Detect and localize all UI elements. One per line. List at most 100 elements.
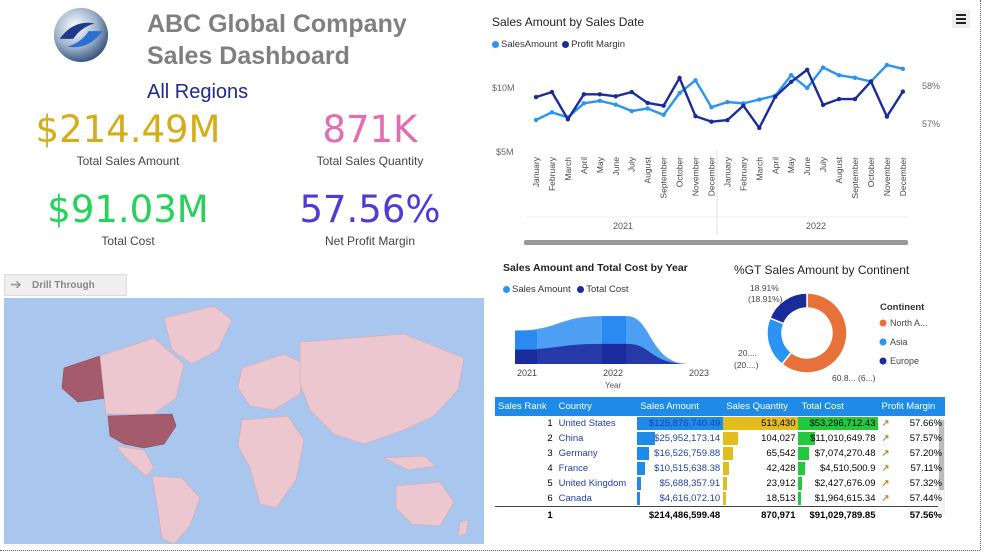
- col-header-total-cost[interactable]: Total Cost: [798, 397, 879, 416]
- menu-icon[interactable]: [952, 10, 970, 28]
- data-bar: [798, 432, 815, 445]
- kpi-total-quantity-label: Total Sales Quantity: [316, 154, 424, 168]
- legend-label-europe: Europe: [890, 356, 919, 366]
- month-tick-label: August: [834, 156, 844, 183]
- data-bar: [637, 477, 642, 490]
- point-salesamount: [757, 97, 762, 102]
- data-bar: [637, 462, 645, 475]
- kpi-profit-margin-label: Net Profit Margin: [324, 234, 416, 248]
- kpi-profit-margin-value: 57.56%: [299, 188, 441, 231]
- map-region-africa: [237, 415, 305, 509]
- table-row[interactable]: 4 France $10,515,638.38 42,428 $4,510,500.9 ↗…: [495, 461, 945, 476]
- point-profit-margin: [773, 94, 778, 99]
- legend-dot-profit-margin: [562, 40, 570, 48]
- point-salesamount: [581, 101, 587, 106]
- sales-cost-area-chart[interactable]: 2021 2022 2023 Year: [505, 300, 720, 395]
- cell-country: United Kingdom: [558, 478, 627, 489]
- sales-by-date-line-chart[interactable]: $10M $5M 58% 57% January February March Apr…: [488, 55, 948, 250]
- trend-arrow-icon: ↗: [881, 463, 890, 474]
- data-bar: [637, 432, 656, 445]
- table-row[interactable]: 1 United States $125,876,740.49 513,430 $53,…: [495, 416, 945, 431]
- month-tick-label: April: [770, 157, 780, 174]
- table-row[interactable]: 6 Canada $4,616,072.10 18,513 $1,964,615.34 ↗…: [495, 491, 945, 507]
- world-sales-map[interactable]: [4, 298, 484, 544]
- point-salesamount: [629, 108, 634, 114]
- table-row[interactable]: 2 China $25,952,173.14 104,027 $11,010,649.7…: [495, 431, 945, 446]
- month-tick-label: February: [738, 156, 748, 191]
- cell-profit-margin: ↗ 57.57%: [881, 433, 942, 444]
- drill-through-label: Drill Through: [32, 280, 95, 291]
- point-profit-margin: [741, 103, 746, 108]
- point-salesamount: [597, 98, 602, 103]
- table-row[interactable]: 5 United Kingdom $5,688,357.91 23,912 $2,427…: [495, 476, 945, 491]
- cell-country: France: [558, 463, 589, 474]
- data-bar: [723, 462, 730, 475]
- map-region-alaska: [61, 355, 107, 403]
- point-profit-margin: [613, 94, 618, 99]
- kpi-total-cost-value: $91.03M: [47, 188, 209, 231]
- data-bar: [723, 492, 726, 505]
- point-salesamount: [677, 90, 682, 96]
- continent-donut-chart[interactable]: 18.91% (18.91%) 20.... (20....) 60.8... …: [730, 278, 945, 388]
- legend-label-total-cost: Total Cost: [586, 284, 629, 295]
- month-tick-label: June: [802, 157, 812, 176]
- point-salesamount: [693, 78, 698, 83]
- total-sales-amount: $214,486,599.48: [637, 506, 724, 523]
- point-profit-margin: [549, 89, 555, 95]
- country-sales-table[interactable]: Sales Rank Country Sales Amount Sales Qu…: [495, 397, 945, 523]
- cell-sales-rank: 4: [547, 463, 553, 474]
- month-tick-label: July: [627, 156, 637, 172]
- col-header-sales-rank[interactable]: Sales Rank: [495, 397, 556, 416]
- map-region-australia: [395, 481, 455, 527]
- col-header-country[interactable]: Country: [555, 397, 638, 416]
- bar-total-cost-2022: [602, 343, 626, 364]
- month-tick-label: June: [611, 157, 621, 176]
- month-tick-label: May: [786, 156, 796, 173]
- point-salesamount: [820, 65, 826, 70]
- month-tick-label: December: [706, 157, 716, 196]
- y-right-tick-57: 57%: [922, 119, 940, 129]
- trend-arrow-icon: ↗: [881, 493, 890, 504]
- legend-label-north-america: North A...: [890, 318, 928, 328]
- donut-label-north-america: 60.8... (6...): [832, 373, 876, 383]
- scrollbar-thumb: [524, 240, 908, 245]
- data-bar: [798, 447, 810, 460]
- table-scrollbar-thumb[interactable]: [939, 420, 944, 490]
- y-left-tick-10m: $10M: [492, 83, 515, 93]
- point-profit-margin: [645, 100, 650, 106]
- month-tick-label: October: [866, 157, 876, 187]
- cell-country: China: [558, 433, 584, 444]
- point-salesamount: [533, 117, 539, 123]
- line-chart-title: Sales Amount by Sales Date: [492, 15, 645, 29]
- x-tick-2021: 2021: [517, 368, 537, 378]
- point-salesamount: [884, 62, 890, 68]
- trend-arrow-icon: ↗: [881, 448, 890, 459]
- area-chart-legend: Sales Amount Total Cost: [503, 284, 629, 295]
- cell-total-cost: $53,296,712.43: [798, 416, 879, 431]
- month-tick-label: September: [659, 157, 669, 199]
- point-profit-margin: [565, 117, 571, 122]
- donut-chart-title: %GT Sales Amount by Continent: [734, 263, 910, 277]
- data-bar: [637, 417, 724, 430]
- col-header-sales-quantity[interactable]: Sales Quantity: [723, 397, 799, 416]
- col-header-profit-margin[interactable]: Profit Margin: [878, 397, 945, 416]
- donut-slice-north-a-: [780, 292, 848, 374]
- drill-through-button[interactable]: [4, 274, 127, 296]
- data-bar: [798, 477, 803, 490]
- point-profit-margin: [820, 102, 826, 108]
- x-axis-label: Year: [605, 381, 622, 390]
- donut-label-europe: 18.91%: [750, 283, 779, 293]
- point-salesamount: [613, 102, 618, 107]
- legend-label-salesamount: SalesAmount: [501, 39, 558, 50]
- table-row[interactable]: 3 Germany $16,526,759.88 65,542 $7,074,270.4…: [495, 446, 945, 461]
- cell-profit-margin: ↗ 57.32%: [881, 478, 942, 489]
- month-tick-label: January: [531, 156, 541, 187]
- year-label-2022: 2022: [806, 221, 826, 231]
- cell-sales-amount: $25,952,173.14: [637, 431, 723, 446]
- month-tick-label: April: [579, 157, 589, 174]
- region-filter-label[interactable]: All Regions: [147, 81, 249, 103]
- point-profit-margin: [533, 94, 539, 100]
- cell-sales-quantity: 513,430: [723, 416, 799, 431]
- month-tick-label: March: [754, 157, 764, 181]
- col-header-sales-amount[interactable]: Sales Amount: [637, 397, 724, 416]
